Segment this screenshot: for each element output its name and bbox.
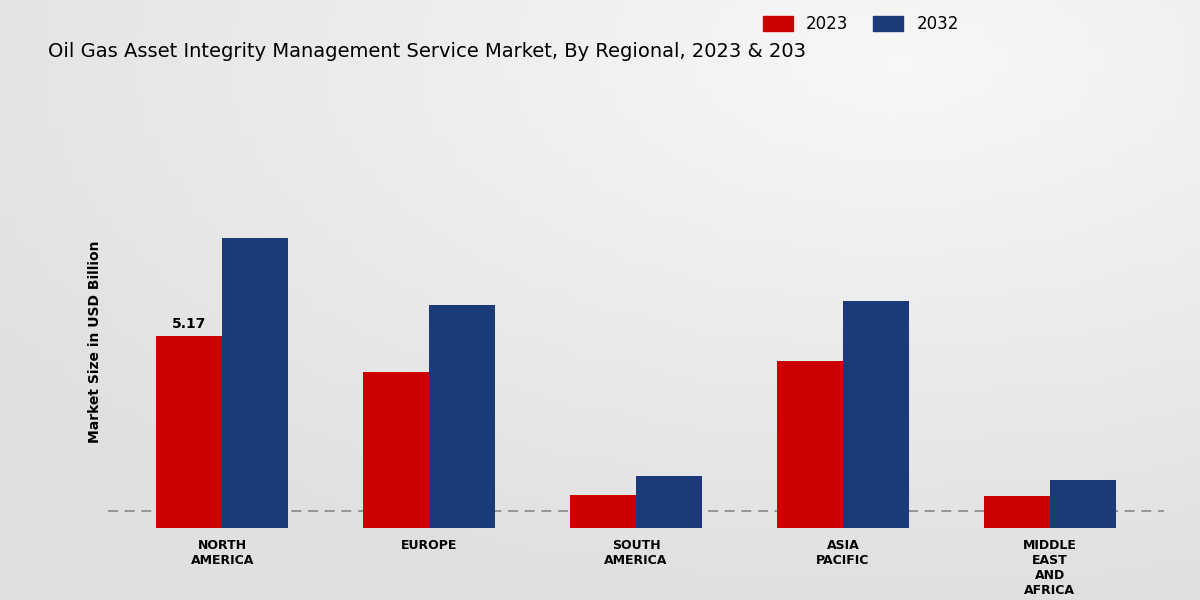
Bar (362, 372, 430, 528)
Bar (222, 238, 288, 528)
Bar (430, 305, 496, 528)
Bar (570, 494, 636, 528)
Text: 5.17: 5.17 (172, 317, 206, 331)
Y-axis label: Market Size in USD Billion: Market Size in USD Billion (89, 241, 102, 443)
Bar (842, 301, 910, 528)
Text: Oil Gas Asset Integrity Management Service Market, By Regional, 2023 & 203: Oil Gas Asset Integrity Management Servi… (48, 42, 806, 61)
Bar (636, 476, 702, 528)
Bar (776, 361, 842, 528)
Bar (984, 496, 1050, 528)
Legend: 2023, 2032: 2023, 2032 (756, 8, 966, 40)
Bar (156, 335, 222, 528)
Bar (1050, 479, 1116, 528)
